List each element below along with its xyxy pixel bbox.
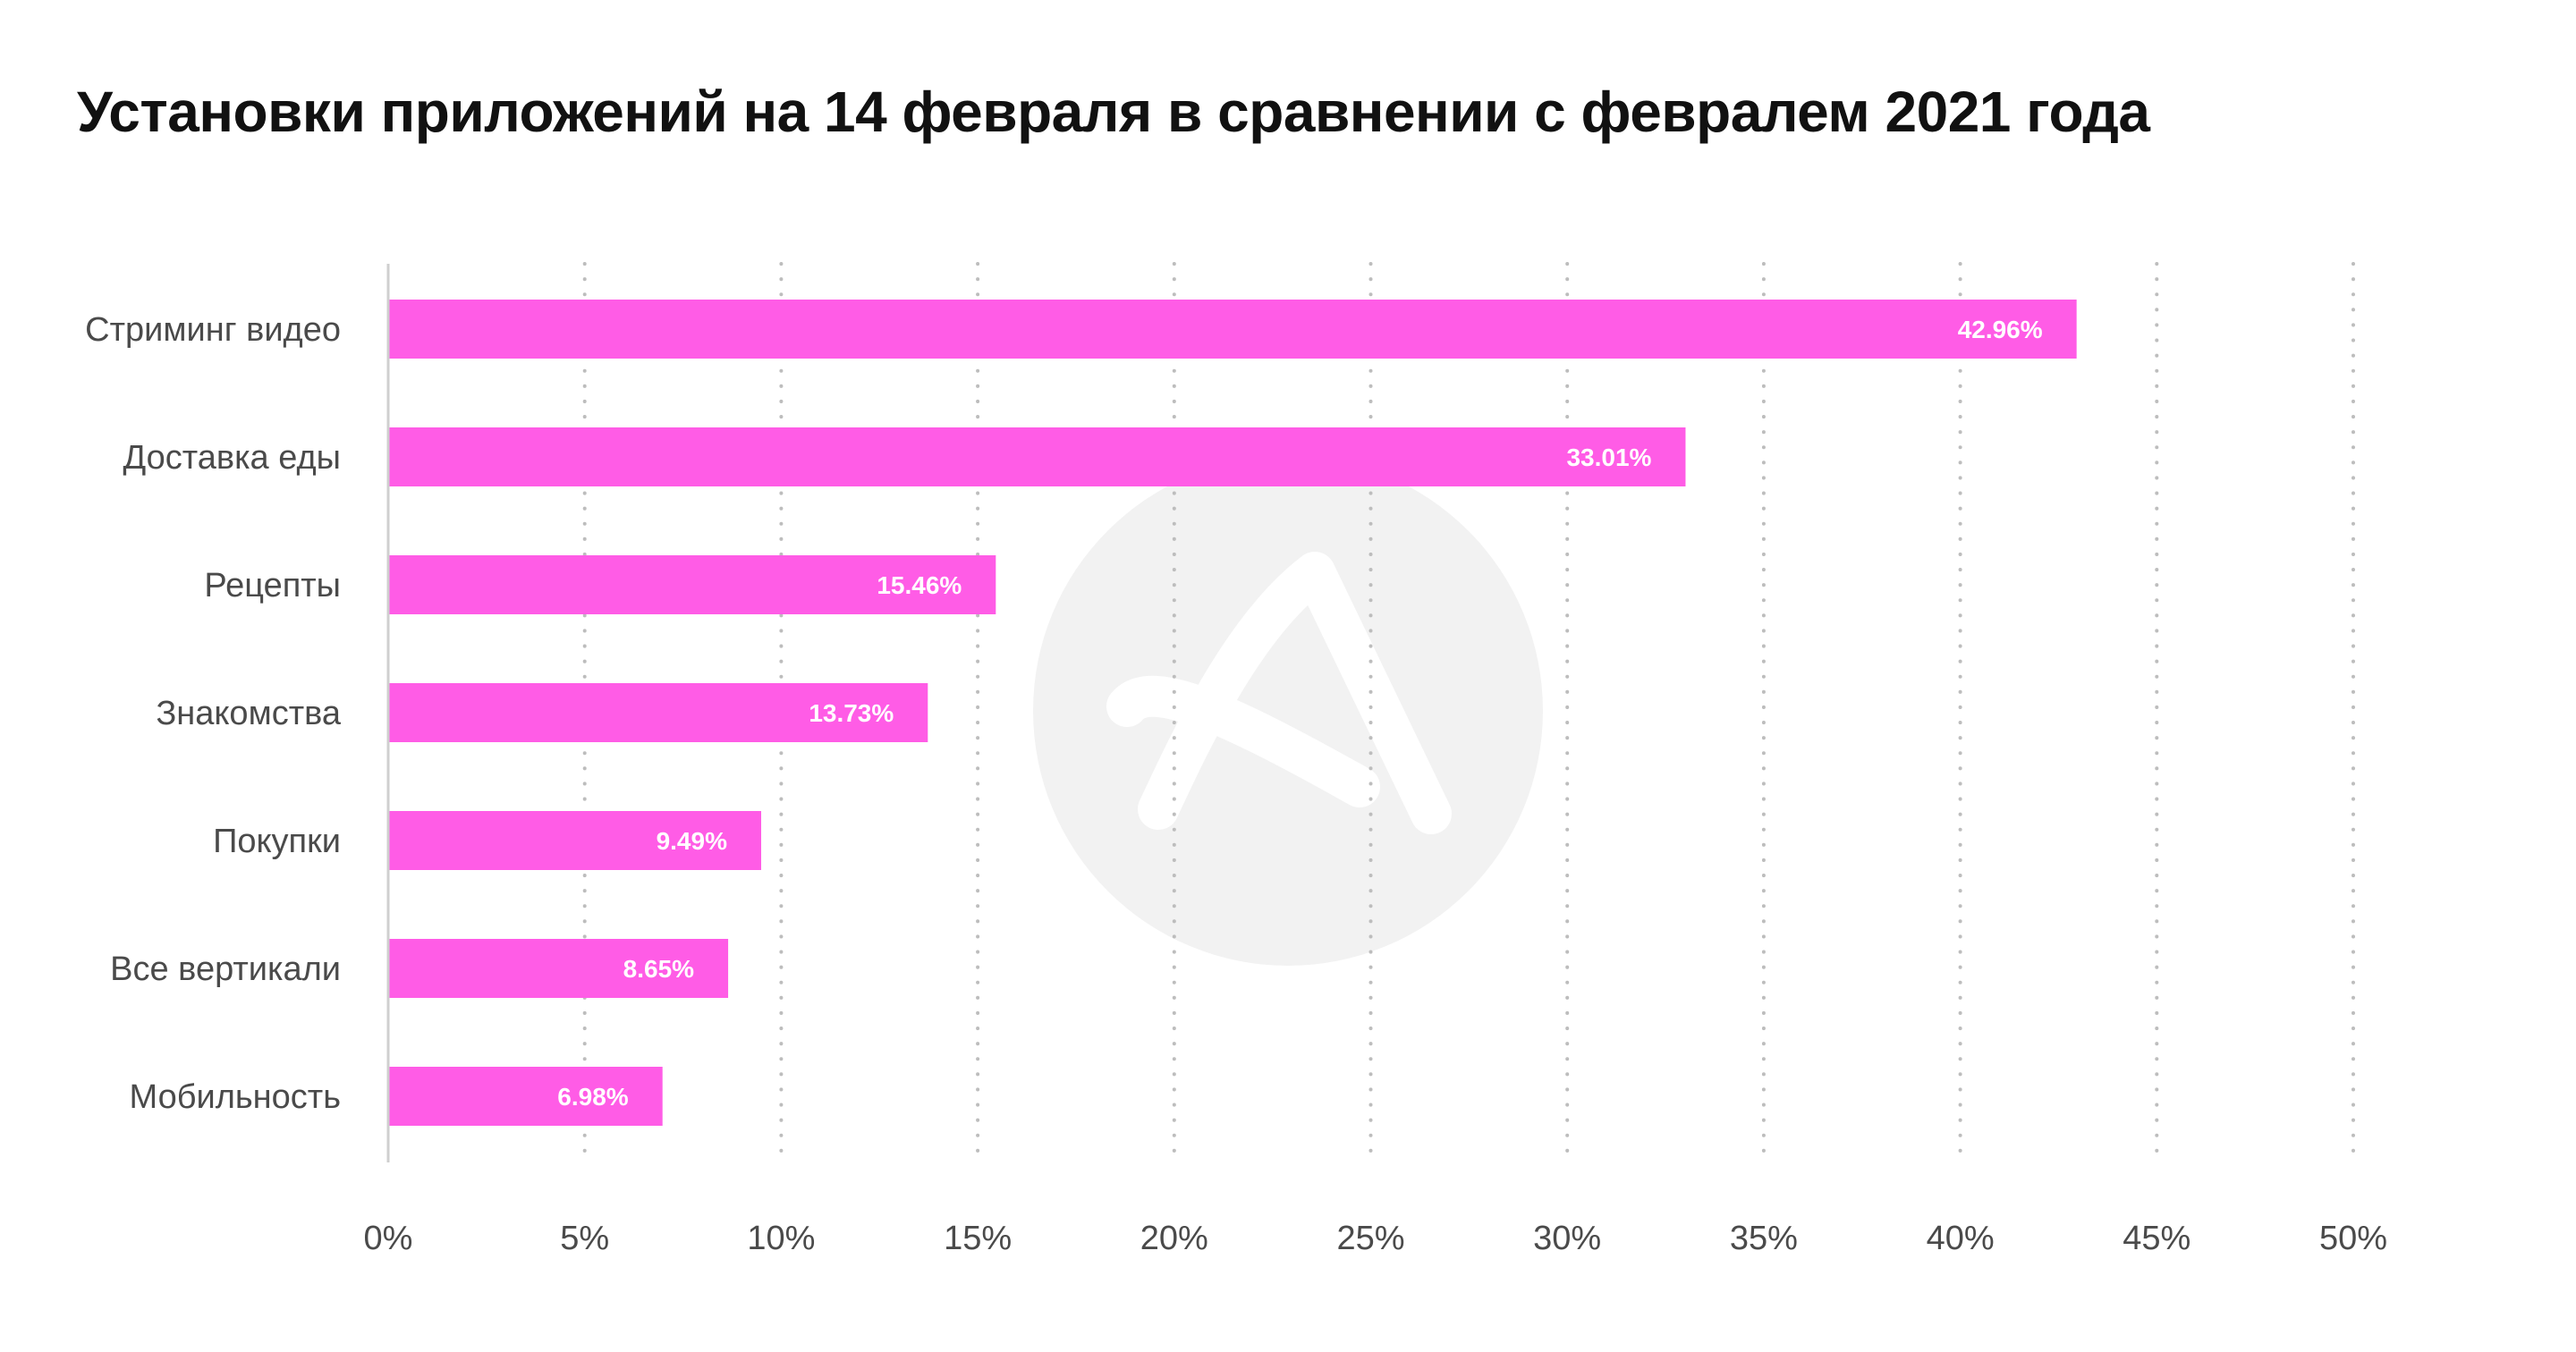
x-tick-label: 35% <box>1730 1220 1798 1257</box>
x-tick-label: 30% <box>1533 1220 1601 1257</box>
x-tick-label: 20% <box>1140 1220 1208 1257</box>
bar-value-label: 8.65% <box>623 955 694 983</box>
x-tick-label: 40% <box>1927 1220 1995 1257</box>
x-tick-label: 0% <box>364 1220 413 1257</box>
category-label: Стриминг видео <box>85 311 341 349</box>
bars: 42.96% 33.01% 15.46% 13.73% 9.49% 8.65% 6.98% <box>388 300 2077 1126</box>
category-label: Все вертикали <box>110 951 341 988</box>
bar <box>388 427 1686 486</box>
category-label: Покупки <box>213 823 341 860</box>
bar-value-label: 42.96% <box>1958 316 2043 343</box>
x-axis-ticks: 0% 5% 10% 15% 20% 25% 30% 35% 40% 45% 50% <box>364 1220 2387 1257</box>
bar <box>388 1067 663 1126</box>
bar <box>388 555 996 614</box>
category-label: Рецепты <box>204 567 341 604</box>
bar <box>388 683 928 742</box>
bar <box>388 811 761 870</box>
bar-value-label: 13.73% <box>809 699 894 727</box>
bar-value-label: 9.49% <box>657 827 727 855</box>
category-labels: Стриминг видео Доставка еды Рецепты Знакомс… <box>85 311 342 1116</box>
x-tick-label: 15% <box>944 1220 1012 1257</box>
x-tick-label: 25% <box>1336 1220 1404 1257</box>
bar-value-label: 33.01% <box>1566 444 1651 471</box>
x-tick-label: 10% <box>747 1220 815 1257</box>
bar <box>388 300 2077 359</box>
x-tick-label: 45% <box>2123 1220 2190 1257</box>
category-label: Мобильность <box>130 1078 342 1116</box>
x-tick-label: 5% <box>560 1220 609 1257</box>
chart-title: Установки приложений на 14 февраля в сра… <box>77 80 2150 144</box>
bar <box>388 939 729 998</box>
category-label: Доставка еды <box>123 439 341 477</box>
category-label: Знакомства <box>156 695 342 732</box>
bar-value-label: 15.46% <box>877 571 962 599</box>
grid <box>582 262 2355 1164</box>
watermark-logo <box>1033 456 1543 966</box>
x-tick-label: 50% <box>2319 1220 2387 1257</box>
bar-value-label: 6.98% <box>557 1083 628 1111</box>
